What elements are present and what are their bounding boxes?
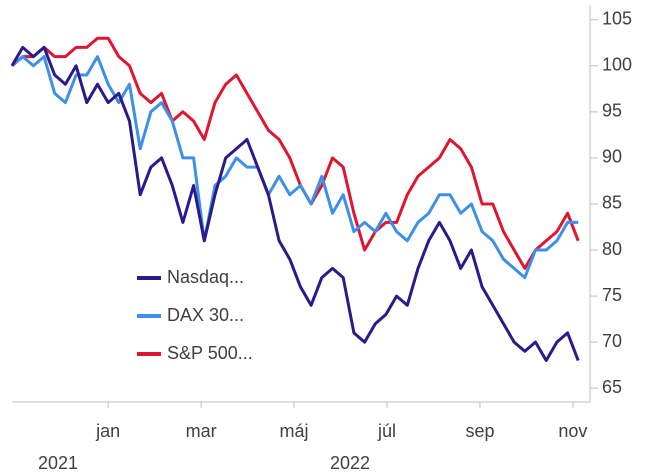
y-tick-label: 70 xyxy=(602,331,622,351)
x-tick-label: nov xyxy=(558,421,587,441)
y-tick-label: 65 xyxy=(602,377,622,397)
x-tick-label: júl xyxy=(377,421,396,441)
legend-label: Nasdaq... xyxy=(167,267,244,287)
y-tick-label: 80 xyxy=(602,239,622,259)
x-tick-label: sep xyxy=(465,421,494,441)
x-tick-label: jan xyxy=(95,421,120,441)
y-tick-label: 95 xyxy=(602,101,622,121)
series-line xyxy=(10,45,580,362)
x-tick-label: máj xyxy=(280,421,309,441)
y-tick-label: 85 xyxy=(602,193,622,213)
series-line xyxy=(11,55,579,280)
y-tick-label: 75 xyxy=(602,285,622,305)
y-tick-label: 100 xyxy=(602,55,632,75)
legend-label: DAX 30... xyxy=(167,305,244,325)
year-label: 2022 xyxy=(330,453,370,473)
legend-label: S&P 500... xyxy=(167,343,253,363)
x-tick-label: mar xyxy=(186,421,217,441)
y-tick-label: 90 xyxy=(602,147,622,167)
y-tick-label: 105 xyxy=(602,8,632,28)
year-label: 2021 xyxy=(38,453,78,473)
series-line xyxy=(11,36,580,270)
